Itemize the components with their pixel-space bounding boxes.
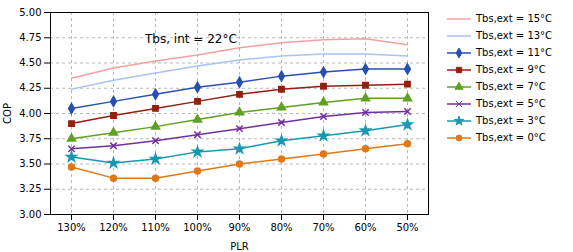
html-text:Tbs,ext = 11°C: Tbs,ext = 11°C: [476, 47, 553, 58]
svg-text:4.25: 4.25: [19, 82, 41, 93]
svg-text:3.50: 3.50: [19, 158, 41, 169]
svg-text:120%: 120%: [99, 222, 128, 233]
svg-text:5.00: 5.00: [19, 7, 41, 18]
html-text:Tbs,ext = 5°C: Tbs,ext = 5°C: [476, 98, 546, 109]
html-text:Tbs,ext = 0°C: Tbs,ext = 0°C: [476, 132, 546, 143]
html-text:Tbs,ext = 7°C: Tbs,ext = 7°C: [476, 81, 546, 92]
html-text:Tbs,ext = 15°C: Tbs,ext = 15°C: [476, 13, 553, 24]
html-text:Tbs,ext = 9°C: Tbs,ext = 9°C: [476, 64, 546, 75]
svg-text:90%: 90%: [228, 222, 250, 233]
svg-text:70%: 70%: [312, 222, 334, 233]
svg-text:50%: 50%: [396, 222, 418, 233]
svg-text:80%: 80%: [270, 222, 292, 233]
svg-text:100%: 100%: [183, 222, 212, 233]
svg-text:4.75: 4.75: [19, 32, 41, 43]
html-text:Tbs,ext = 3°C: Tbs,ext = 3°C: [476, 115, 546, 126]
svg-text:3.00: 3.00: [19, 209, 41, 220]
svg-text:110%: 110%: [141, 222, 170, 233]
svg-text:3.25: 3.25: [19, 183, 41, 194]
html-text:Tbs,ext = 13°C: Tbs,ext = 13°C: [476, 30, 553, 41]
svg-text:60%: 60%: [354, 222, 376, 233]
svg-text:3.75: 3.75: [19, 133, 41, 144]
svg-text:COP: COP: [2, 103, 13, 124]
svg-text:4.50: 4.50: [19, 57, 41, 68]
svg-text:4.00: 4.00: [19, 108, 41, 119]
svg-text:130%: 130%: [57, 222, 86, 233]
svg-text:PLR: PLR: [230, 241, 249, 252]
svg-text:Tbs, int = 22°C: Tbs, int = 22°C: [144, 32, 237, 46]
